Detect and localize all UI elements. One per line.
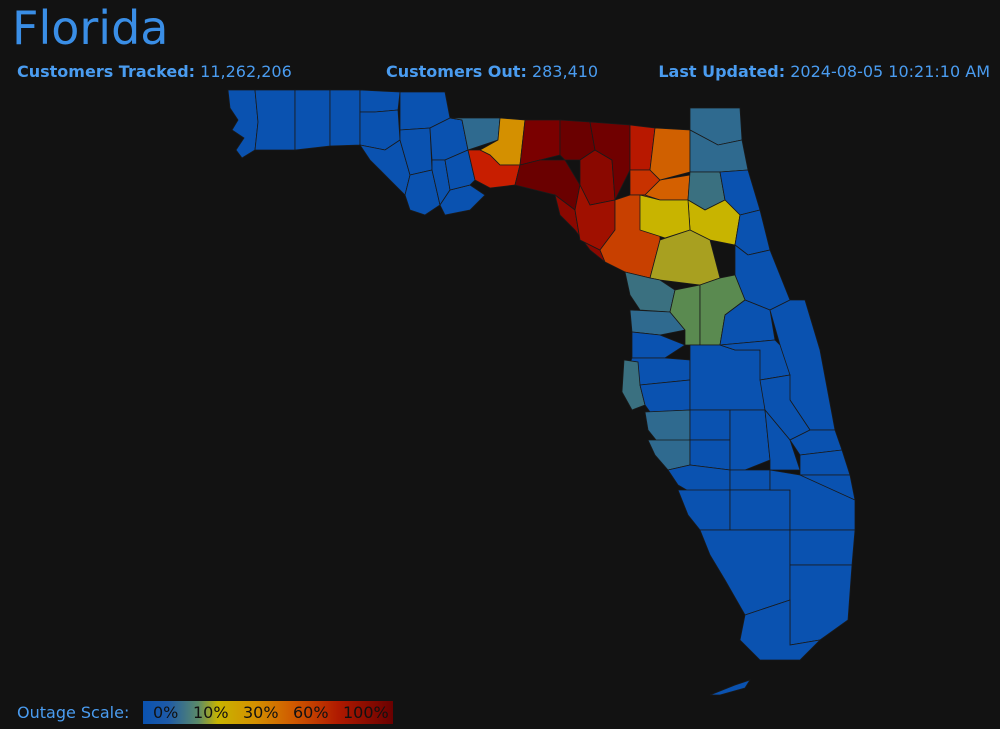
county-indian-river[interactable] [789, 429, 843, 456]
scale-tick-0: 0% [153, 703, 179, 722]
county-hardee[interactable] [689, 409, 731, 441]
county-polk[interactable] [689, 344, 766, 411]
county-okeechobee[interactable] [764, 408, 801, 471]
stats-bar: Customers Tracked: 11,262,206 Customers … [0, 62, 1000, 84]
customers-out-label: Customers Out: [386, 62, 527, 81]
customers-tracked-value: 11,262,206 [200, 62, 292, 81]
county-sarasota[interactable] [647, 439, 691, 471]
county-levy-north[interactable] [639, 194, 691, 239]
county-santa-rosa[interactable] [254, 89, 296, 151]
scale-tick-100: 100% [343, 703, 389, 722]
scale-tick-30: 30% [243, 703, 279, 722]
county-broward[interactable] [789, 529, 856, 566]
county-okaloosa[interactable] [294, 89, 331, 151]
county-monroe[interactable] [739, 599, 822, 661]
county-hernando[interactable] [631, 331, 686, 359]
county-wakulla[interactable] [444, 149, 476, 191]
county-escambia[interactable] [227, 89, 259, 159]
county-lafayette[interactable] [514, 159, 581, 211]
county-flagler[interactable] [734, 209, 771, 256]
county-leon[interactable] [449, 117, 501, 151]
scale-tick-10: 10% [193, 703, 229, 722]
county-collier[interactable] [699, 529, 791, 616]
county-nassau[interactable] [649, 127, 691, 181]
county-sumter[interactable] [669, 284, 701, 346]
county-citrus[interactable] [629, 309, 686, 336]
outage-scale-label: Outage Scale: [17, 703, 130, 722]
last-updated-label: Last Updated: [658, 62, 786, 81]
county-seminole[interactable] [719, 299, 776, 346]
last-updated: Last Updated: 2024-08-05 10:21:10 AM [658, 62, 990, 81]
florida-keys [709, 679, 751, 696]
county-holmes[interactable] [359, 89, 401, 113]
outage-scale-gradient: 0% 10% 30% 60% 100% [143, 701, 393, 724]
county-walton[interactable] [329, 89, 361, 147]
county-lee[interactable] [677, 489, 731, 531]
last-updated-value: 2024-08-05 10:21:10 AM [790, 62, 990, 81]
page-title: Florida [12, 1, 169, 55]
county-highlands[interactable] [729, 409, 771, 471]
county-hillsborough[interactable] [639, 379, 691, 413]
customers-tracked: Customers Tracked: 11,262,206 [17, 62, 292, 81]
customers-out-value: 283,410 [531, 62, 599, 81]
customers-out: Customers Out: 283,410 [386, 62, 598, 81]
county-miami-dade[interactable] [789, 564, 853, 646]
county-glades[interactable] [729, 469, 771, 491]
customers-tracked-label: Customers Tracked: [17, 62, 196, 81]
county-hendry[interactable] [729, 489, 791, 531]
county-st-lucie[interactable] [799, 449, 851, 476]
county-madison[interactable] [519, 119, 561, 166]
county-charlotte[interactable] [667, 464, 731, 493]
scale-tick-60: 60% [293, 703, 329, 722]
